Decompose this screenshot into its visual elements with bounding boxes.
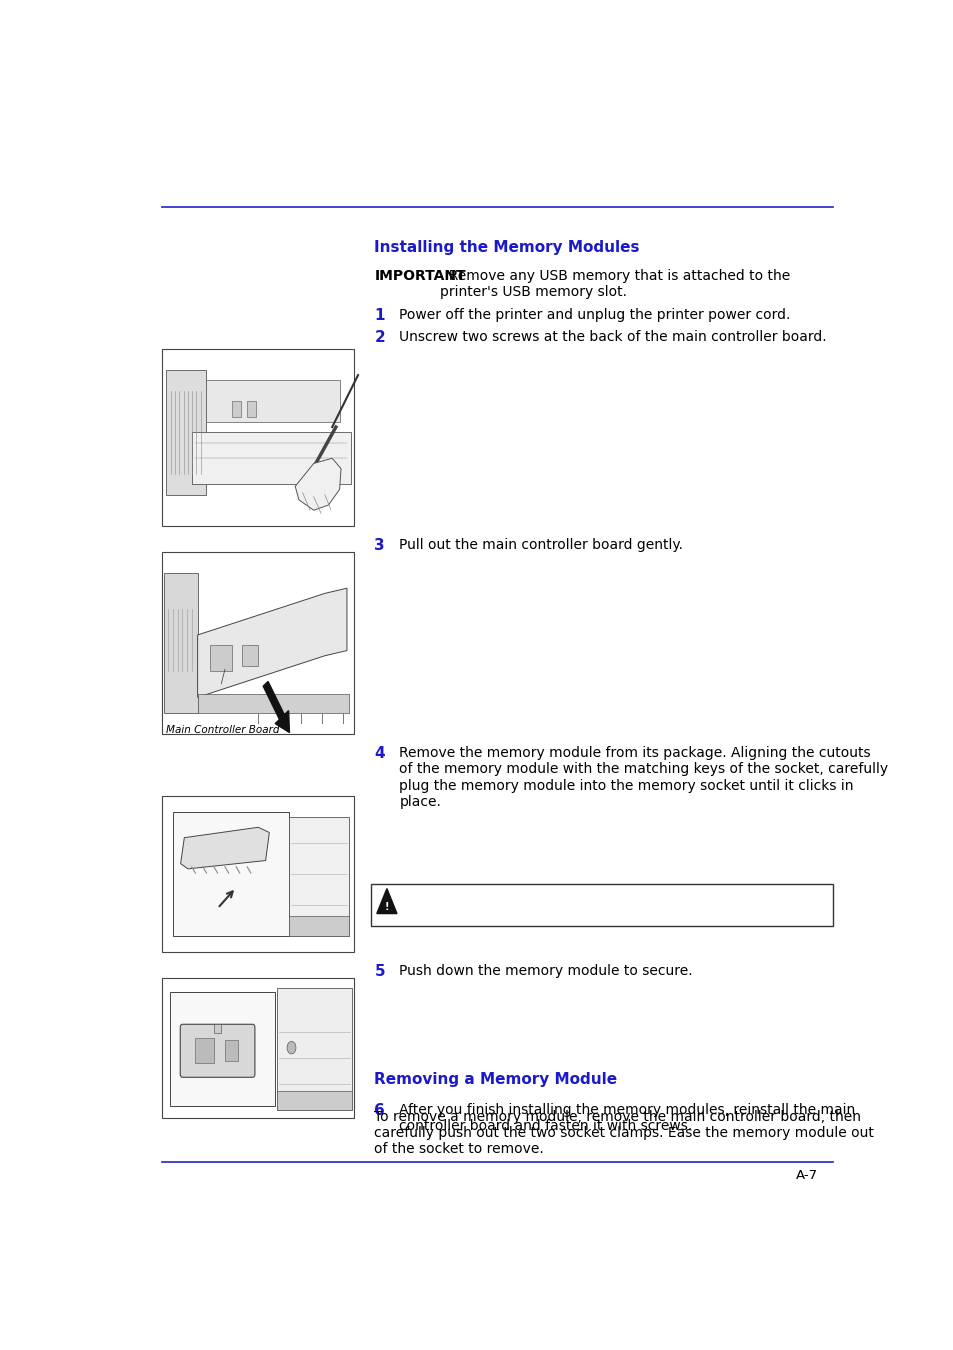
Text: Main Controller Board: Main Controller Board bbox=[166, 725, 279, 736]
Text: Do not plug the memory module backwards.: Do not plug the memory module backwards. bbox=[466, 898, 785, 913]
Bar bbox=[162, 796, 354, 952]
Text: Pull out the main controller board gently.: Pull out the main controller board gentl… bbox=[399, 539, 682, 552]
Bar bbox=[170, 991, 275, 1106]
Bar bbox=[225, 1041, 238, 1061]
Polygon shape bbox=[180, 828, 269, 869]
Bar bbox=[162, 552, 354, 734]
Text: 3: 3 bbox=[374, 539, 385, 553]
Text: IMPORTANT: IMPORTANT bbox=[374, 269, 465, 284]
Bar bbox=[276, 988, 352, 1110]
FancyBboxPatch shape bbox=[180, 1025, 254, 1077]
Text: !: ! bbox=[384, 902, 389, 911]
Polygon shape bbox=[294, 458, 341, 510]
Bar bbox=[242, 645, 258, 666]
Bar bbox=[247, 401, 255, 417]
Bar bbox=[173, 811, 288, 937]
Bar bbox=[288, 817, 349, 937]
Text: After you finish installing the memory modules, reinstall the main
controller bo: After you finish installing the memory m… bbox=[399, 1103, 855, 1133]
Text: 5: 5 bbox=[374, 964, 385, 980]
Text: Installing the Memory Modules: Installing the Memory Modules bbox=[374, 240, 639, 255]
Polygon shape bbox=[197, 589, 347, 698]
Bar bbox=[162, 977, 354, 1118]
FancyArrow shape bbox=[263, 682, 289, 733]
Text: CAUTION: CAUTION bbox=[407, 898, 477, 913]
Text: A-7: A-7 bbox=[795, 1169, 817, 1183]
Bar bbox=[197, 694, 349, 713]
Text: Push down the memory module to secure.: Push down the memory module to secure. bbox=[399, 964, 693, 979]
Text: To remove a memory module, remove the main controller board, then
carefully push: To remove a memory module, remove the ma… bbox=[374, 1110, 873, 1157]
Bar bbox=[370, 884, 832, 926]
Bar bbox=[288, 915, 349, 937]
Text: Power off the printer and unplug the printer power cord.: Power off the printer and unplug the pri… bbox=[399, 308, 790, 321]
Text: Remove the memory module from its package. Aligning the cutouts
of the memory mo: Remove the memory module from its packag… bbox=[399, 747, 887, 809]
Bar bbox=[164, 572, 197, 713]
Bar bbox=[192, 432, 351, 485]
Text: 6: 6 bbox=[374, 1103, 385, 1118]
Text: 2: 2 bbox=[374, 331, 385, 346]
Text: Removing a Memory Module: Removing a Memory Module bbox=[374, 1072, 617, 1087]
Polygon shape bbox=[376, 888, 396, 914]
Bar bbox=[276, 1091, 352, 1110]
Bar bbox=[195, 1038, 213, 1064]
Text: 4: 4 bbox=[374, 747, 385, 761]
Text: 1: 1 bbox=[374, 308, 384, 323]
Bar bbox=[233, 401, 241, 417]
Circle shape bbox=[287, 1041, 295, 1054]
Text: Unscrew two screws at the back of the main controller board.: Unscrew two screws at the back of the ma… bbox=[399, 331, 826, 344]
Bar bbox=[213, 1025, 221, 1033]
Bar bbox=[162, 350, 354, 525]
Bar bbox=[166, 370, 206, 494]
Bar bbox=[206, 381, 339, 421]
Bar bbox=[210, 645, 233, 671]
Text: Remove any USB memory that is attached to the
printer's USB memory slot.: Remove any USB memory that is attached t… bbox=[439, 269, 789, 300]
